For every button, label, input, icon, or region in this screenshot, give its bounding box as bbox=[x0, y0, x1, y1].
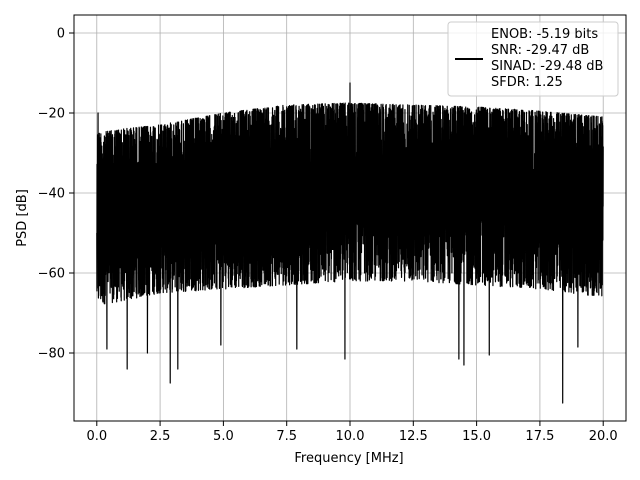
x-tick-label: 2.5 bbox=[150, 429, 171, 444]
x-tick-label: 7.5 bbox=[276, 429, 297, 444]
legend-snr: SNR: -29.47 dB bbox=[491, 43, 589, 58]
x-tick-label: 10.0 bbox=[336, 429, 365, 444]
y-axis-label: PSD [dB] bbox=[15, 189, 30, 247]
x-tick-label: 0.0 bbox=[86, 429, 107, 444]
legend-box bbox=[447, 21, 619, 97]
x-tick-label: 20.0 bbox=[589, 429, 618, 444]
x-tick-label: 17.5 bbox=[525, 429, 554, 444]
y-tick-label: 0 bbox=[57, 27, 65, 42]
x-tick-label: 12.5 bbox=[399, 429, 428, 444]
legend-enob: ENOB: -5.19 bits bbox=[491, 27, 598, 42]
x-axis-ticks: 0.0 2.5 5.0 7.5 10.0 12.5 15.0 17.5 20.0 bbox=[86, 421, 618, 444]
y-tick-label: −20 bbox=[38, 107, 65, 122]
psd-series-line bbox=[96, 82, 604, 404]
legend-sinad: SINAD: -29.48 dB bbox=[491, 59, 603, 74]
legend-sfdr: SFDR: 1.25 bbox=[491, 75, 563, 90]
x-tick-label: 15.0 bbox=[462, 429, 491, 444]
x-tick-label: 5.0 bbox=[213, 429, 234, 444]
y-tick-label: −40 bbox=[38, 187, 65, 202]
y-tick-label: −60 bbox=[38, 267, 65, 282]
x-axis-label: Frequency [MHz] bbox=[294, 451, 403, 466]
y-tick-label: −80 bbox=[38, 347, 65, 362]
y-axis-ticks: 0 −20 −40 −60 −80 bbox=[38, 27, 74, 362]
legend: ENOB: -5.19 bits SNR: -29.47 dB SINAD: -… bbox=[447, 21, 619, 97]
plot-area bbox=[96, 82, 604, 404]
